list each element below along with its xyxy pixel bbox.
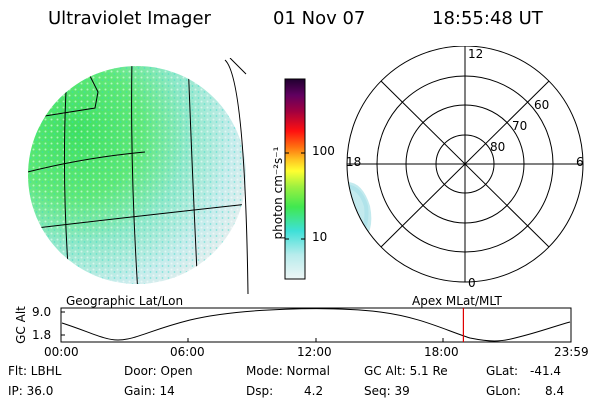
ip-status: IP: 36.0	[8, 384, 54, 398]
glat-label: GLat:	[486, 364, 519, 378]
time-tick-0000: 00:00	[44, 345, 79, 359]
mlat-label-80: 80	[490, 140, 506, 154]
glat-value: -41.4	[530, 364, 562, 378]
colorbar-tick-100: 100	[312, 144, 335, 158]
colorbar-unit-label: photon cm⁻²s⁻¹	[271, 146, 285, 240]
glon-label: GLon:	[486, 384, 521, 398]
polar-plot	[346, 46, 584, 283]
mlt-label-6: 6	[576, 155, 584, 169]
glon-value: 8.4	[545, 384, 565, 398]
time-tick-2359: 23:59	[554, 345, 589, 359]
mlat-label-70: 70	[512, 119, 528, 133]
mlt-label-12: 12	[468, 47, 484, 61]
dsp-value: 4.2	[304, 384, 324, 398]
mlat-label-60: 60	[534, 98, 550, 112]
time-label: 18:55:48 UT	[432, 8, 543, 29]
mlt-label-0: 0	[468, 276, 476, 290]
mlt-label-18: 18	[346, 155, 362, 169]
color-scale-bar	[284, 78, 306, 280]
seq-status: Seq: 39	[364, 384, 410, 398]
filter-status: Flt: LBHL	[8, 364, 62, 378]
altitude-ytick-9: 9.0	[32, 305, 52, 319]
altitude-axis-label: GC Alt	[14, 306, 28, 344]
date-label: 01 Nov 07	[273, 8, 366, 29]
mode-status: Mode: Normal	[246, 364, 330, 378]
apex-panel-label: Apex MLat/MLT	[412, 294, 502, 308]
colorbar-tick-10: 10	[312, 230, 328, 244]
time-tick-1800: 18:00	[424, 345, 459, 359]
gain-status: Gain: 14	[124, 384, 175, 398]
altitude-plot	[60, 307, 572, 343]
altitude-curve	[61, 308, 571, 342]
gc-alt-status: GC Alt: 5.1 Re	[364, 364, 448, 378]
geographic-image	[28, 58, 249, 294]
dsp-label: Dsp:	[246, 384, 274, 398]
time-tick-0600: 06:00	[170, 345, 205, 359]
door-status: Door: Open	[124, 364, 193, 378]
instrument-title: Ultraviolet Imager	[48, 8, 211, 29]
geographic-panel-label: Geographic Lat/Lon	[66, 294, 184, 308]
altitude-ytick-1: 1.8	[32, 328, 52, 342]
time-tick-1200: 12:00	[297, 345, 332, 359]
